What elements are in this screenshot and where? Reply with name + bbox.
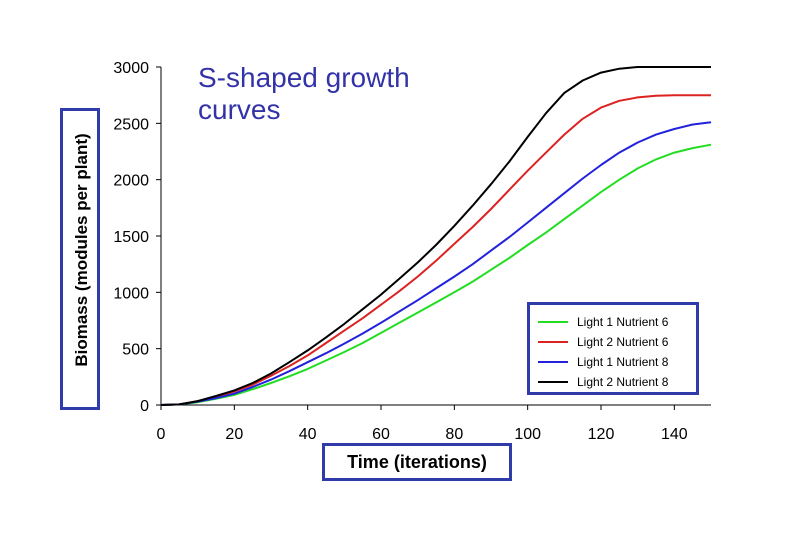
series-line	[160, 94, 711, 406]
y-tick-label: 2500	[113, 116, 149, 133]
legend-label: Light 1 Nutrient 6	[577, 315, 669, 329]
x-axis-label-box: Time (iterations)	[322, 443, 512, 481]
y-tick-label: 500	[122, 342, 149, 359]
y-tick-label: 1500	[113, 229, 149, 246]
legend: Light 1 Nutrient 6 Light 2 Nutrient 6 Li…	[527, 302, 699, 395]
x-tick-label: 0	[157, 426, 166, 443]
y-tick-label: 3000	[113, 60, 149, 77]
y-axis-label: Biomass (modules per plant)	[72, 133, 91, 367]
series-line	[160, 143, 712, 406]
legend-item: Light 2 Nutrient 8	[538, 372, 696, 392]
legend-item: Light 1 Nutrient 8	[538, 352, 696, 372]
legend-item: Light 1 Nutrient 6	[538, 312, 696, 332]
legend-label: Light 1 Nutrient 8	[577, 355, 669, 369]
x-tick-label: 80	[445, 426, 463, 443]
legend-swatch	[538, 361, 568, 363]
annotation-line-2: curves	[198, 94, 281, 125]
x-tick-label: 60	[372, 426, 390, 443]
y-tick-label: 0	[140, 398, 149, 415]
legend-item: Light 2 Nutrient 6	[538, 332, 696, 352]
y-tick-label: 1000	[113, 285, 149, 302]
legend-swatch	[538, 381, 568, 383]
legend-label: Light 2 Nutrient 8	[577, 375, 669, 389]
chart-annotation: S-shaped growth curves	[198, 62, 410, 126]
legend-swatch	[538, 321, 568, 323]
y-axis-label-box	[60, 108, 100, 410]
x-tick-label: 100	[514, 426, 541, 443]
x-tick-label: 120	[588, 426, 615, 443]
x-tick-label: 140	[661, 426, 688, 443]
x-tick-label: 20	[225, 426, 243, 443]
legend-swatch	[538, 341, 568, 343]
x-tick-label: 40	[299, 426, 317, 443]
y-tick-label: 2000	[113, 173, 149, 190]
legend-label: Light 2 Nutrient 6	[577, 335, 669, 349]
series-line	[160, 66, 711, 406]
series-line	[160, 121, 712, 406]
annotation-line-1: S-shaped growth	[198, 62, 410, 93]
x-axis-label: Time (iterations)	[347, 451, 487, 472]
